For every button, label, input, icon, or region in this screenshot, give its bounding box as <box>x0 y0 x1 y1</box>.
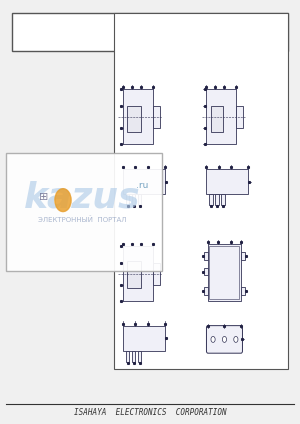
Bar <box>132 351 135 362</box>
Bar <box>221 194 225 205</box>
Text: ⊞: ⊞ <box>39 192 48 202</box>
Bar <box>123 169 165 194</box>
Bar <box>132 194 135 205</box>
Bar <box>126 194 129 205</box>
Bar <box>206 169 248 194</box>
Bar <box>138 194 141 205</box>
Circle shape <box>222 337 227 343</box>
Bar <box>215 194 219 205</box>
Bar <box>211 106 223 132</box>
Bar <box>127 106 141 132</box>
Bar <box>114 13 288 369</box>
Bar <box>127 261 141 288</box>
Bar <box>241 287 245 295</box>
Bar <box>204 252 208 260</box>
Bar <box>209 246 239 299</box>
Text: ЭЛЕКТРОННЫЙ  ПОРТАЛ: ЭЛЕКТРОННЫЙ ПОРТАЛ <box>38 216 127 223</box>
Bar <box>153 262 160 285</box>
Bar <box>241 252 245 260</box>
Bar <box>204 268 208 276</box>
Bar <box>209 194 213 205</box>
Bar <box>126 351 129 362</box>
Bar <box>208 244 241 301</box>
Bar <box>236 106 243 128</box>
FancyBboxPatch shape <box>206 326 242 353</box>
Circle shape <box>234 337 238 343</box>
Bar <box>123 89 153 145</box>
Bar <box>153 106 160 128</box>
Circle shape <box>55 189 71 212</box>
Bar <box>6 153 162 271</box>
Text: kazus: kazus <box>24 180 141 214</box>
Bar <box>206 89 236 145</box>
Bar <box>12 13 288 51</box>
Bar <box>138 351 141 362</box>
Bar <box>123 246 153 301</box>
Bar <box>204 287 208 295</box>
Bar <box>123 326 165 351</box>
Text: .ru: .ru <box>136 181 149 190</box>
Circle shape <box>211 337 215 343</box>
Text: ISAHAYA  ELECTRONICS  CORPORATION: ISAHAYA ELECTRONICS CORPORATION <box>74 408 226 417</box>
